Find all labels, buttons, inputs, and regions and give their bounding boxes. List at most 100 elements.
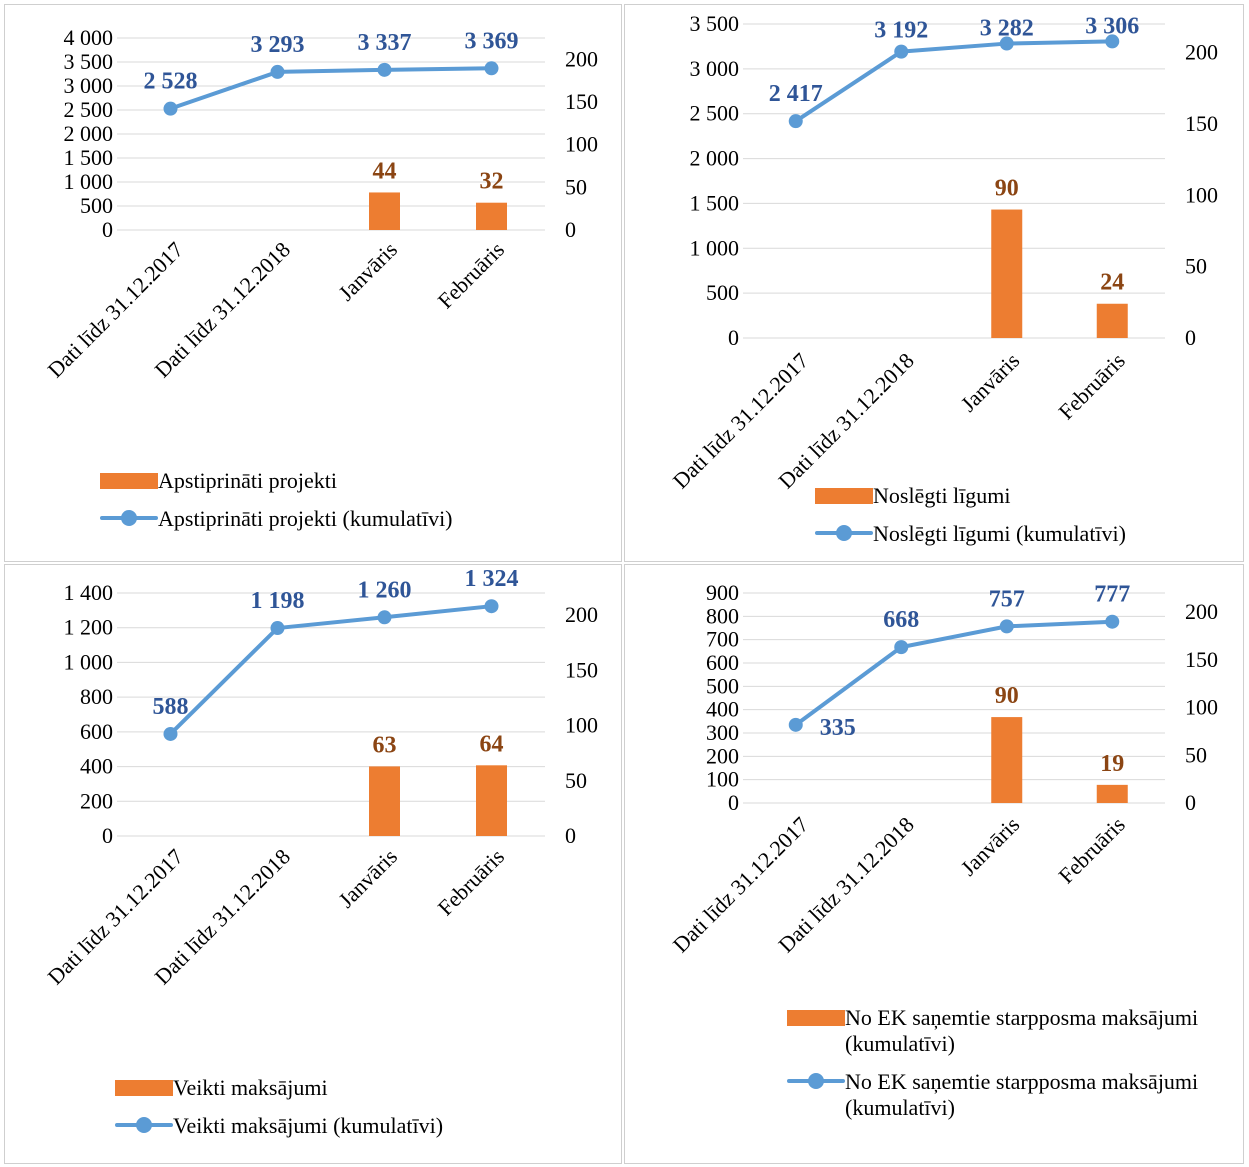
y-right-tick-label: 200 [1185, 599, 1218, 624]
y-left-tick-label: 600 [706, 650, 739, 675]
bar [476, 765, 507, 836]
series-line [168, 604, 494, 736]
y-right-tick-label: 100 [565, 713, 598, 738]
y-left-tick-label: 4 000 [64, 25, 114, 50]
chart-legend: Veikti maksājumi Veikti maksājumi (kumul… [115, 1075, 605, 1151]
x-category-label: Janvāris [333, 237, 402, 306]
legend-bar-swatch [115, 1080, 173, 1096]
y-left-tick-label: 3 000 [690, 56, 740, 81]
series-line [793, 619, 1115, 727]
y-left-tick-label: 2 000 [690, 146, 740, 171]
line-point [999, 619, 1014, 634]
x-category-label: Janvāris [956, 812, 1025, 881]
y-right-tick-label: 0 [565, 217, 576, 242]
y-left-tick-label: 900 [706, 580, 739, 605]
bar-data-label: 63 [373, 732, 397, 758]
x-category-label: Februāris [1053, 348, 1129, 424]
chart-panel-signed-contracts: 0 500 1 000 1 500 2 000 2 500 3 000 3 500 0 50 100… [624, 4, 1244, 562]
y-left-tick-label: 1 500 [64, 145, 114, 170]
series-line [793, 39, 1115, 124]
y-left-tick-label: 3 500 [690, 11, 740, 36]
y-left-tick-label: 400 [706, 697, 739, 722]
legend-bar-swatch [787, 1010, 845, 1026]
line-point [894, 640, 909, 655]
y-right-tick-label: 50 [1185, 254, 1207, 279]
legend-bar-swatch [815, 488, 873, 504]
bar-data-label: 90 [995, 683, 1019, 709]
y-left-tick-label: 500 [706, 673, 739, 698]
legend-item-bar: No EK saņemtie starpposma maksājumi (kum… [787, 1005, 1207, 1057]
y-right-tick-label: 0 [1185, 790, 1196, 815]
y-left-tick-label: 0 [728, 325, 739, 350]
line-point [484, 61, 499, 76]
y-left-tick-label: 2 000 [64, 121, 114, 146]
legend-item-bar: Noslēgti līgumi [815, 483, 1235, 509]
bar-data-label: 32 [480, 169, 504, 195]
line-data-label: 1 260 [358, 577, 412, 603]
line-point [894, 44, 909, 59]
legend-item-line: Apstiprināti projekti (kumulatīvi) [100, 506, 600, 532]
line-data-label: 757 [989, 586, 1025, 612]
y-left-tick-label: 1 500 [690, 190, 740, 215]
y-right-tick-label: 50 [1185, 742, 1207, 767]
series-line [168, 66, 494, 111]
y-left-tick-label: 300 [706, 720, 739, 745]
chart-legend: No EK saņemtie starpposma maksājumi (kum… [787, 1005, 1207, 1133]
chart-panel-ec-payments: 0 100 200 300 400 500 600 700 800 900 0 50 100 150 200… [624, 564, 1244, 1164]
line-data-label: 3 192 [874, 18, 928, 44]
legend-bar-label: No EK saņemtie starpposma maksājumi (kum… [845, 1005, 1199, 1056]
y-left-tick-label: 800 [80, 684, 113, 709]
legend-line-label: No EK saņemtie starpposma maksājumi (kum… [845, 1069, 1199, 1120]
line-data-label: 335 [820, 715, 856, 741]
legend-line-label: Veikti maksājumi (kumulatīvi) [173, 1113, 444, 1138]
legend-line-swatch [787, 1069, 845, 1091]
y-left-tick-label: 1 400 [64, 580, 114, 605]
y-right-tick-label: 100 [1185, 695, 1218, 720]
legend-line-swatch [815, 521, 873, 543]
y-right-tick-label: 150 [1185, 647, 1218, 672]
y-left-tick-label: 200 [706, 743, 739, 768]
line-point [377, 62, 392, 77]
legend-line-label: Noslēgti līgumi (kumulatīvi) [873, 521, 1126, 546]
line-point [484, 599, 499, 614]
line-data-label: 3 306 [1085, 13, 1139, 39]
line-point [1105, 614, 1120, 629]
line-point [788, 717, 803, 732]
legend-bar-label: Noslēgti līgumi [873, 483, 1011, 508]
y-left-tick-label: 100 [706, 767, 739, 792]
y-left-tick-label: 200 [80, 788, 113, 813]
bar [369, 192, 400, 230]
line-data-label: 588 [153, 694, 189, 720]
bar-data-label: 64 [480, 731, 504, 757]
line-data-label: 3 293 [251, 32, 305, 58]
y-left-tick-label: 1 000 [64, 169, 114, 194]
line-point [270, 64, 285, 79]
y-left-tick-label: 1 000 [690, 235, 740, 260]
y-left-tick-label: 600 [80, 719, 113, 744]
y-right-tick-label: 100 [1185, 182, 1218, 207]
legend-bar-label: Veikti maksājumi [173, 1075, 328, 1100]
y-right-tick-label: 0 [565, 823, 576, 848]
legend-line-label: Apstiprināti projekti (kumulatīvi) [158, 506, 453, 531]
y-left-tick-label: 1 200 [64, 615, 114, 640]
y-right-tick-label: 150 [565, 89, 598, 114]
y-left-tick-label: 0 [102, 217, 113, 242]
bar [1096, 784, 1128, 803]
y-left-tick-label: 500 [80, 193, 113, 218]
line-data-label: 2 528 [144, 69, 198, 95]
chart-legend: Apstiprināti projekti Apstiprināti proje… [100, 468, 600, 544]
y-left-tick-label: 0 [102, 823, 113, 848]
line-data-label: 2 417 [769, 81, 823, 107]
bar [991, 209, 1023, 338]
bar-data-label: 44 [373, 158, 397, 184]
line-data-label: 668 [883, 607, 919, 633]
x-category-label: Februāris [433, 237, 509, 313]
chart-svg: 0100200300400500600700800900050100150200… [668, 580, 1218, 957]
y-right-tick-label: 200 [565, 602, 598, 627]
line-point [999, 36, 1014, 51]
line-data-label: 1 198 [251, 588, 305, 614]
x-category-label: Februāris [433, 844, 509, 920]
bar [369, 766, 400, 836]
y-right-tick-label: 50 [565, 768, 587, 793]
